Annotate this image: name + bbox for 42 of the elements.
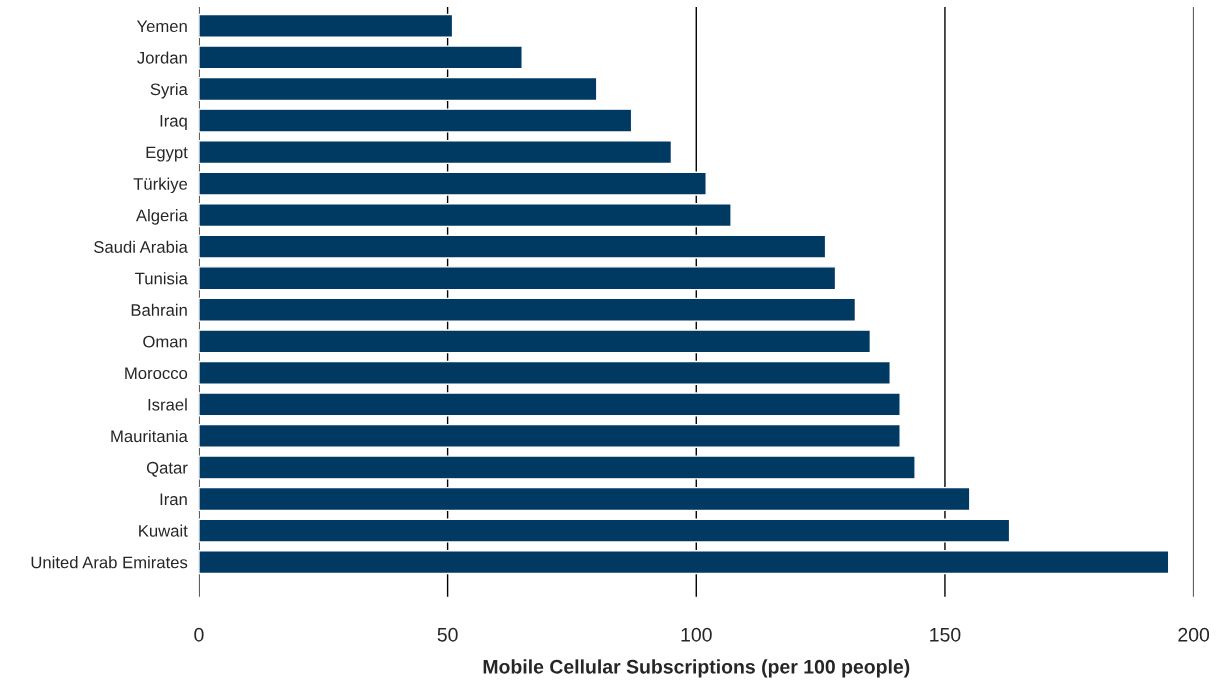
y-tick-label: Tunisia (135, 272, 188, 285)
y-tick-label: Kuwait (139, 524, 188, 537)
y-tick-label: Jordan (137, 51, 187, 64)
x-axis-title: Mobile Cellular Subscriptions (per 100 people) (483, 659, 910, 678)
x-tick-label: 200 (1178, 627, 1210, 642)
y-tick-label: Egypt (146, 146, 188, 162)
bar (198, 76, 598, 102)
y-tick-label: United Arab Emirates (31, 556, 188, 569)
y-tick-label: Morocco (125, 367, 188, 380)
x-tick-label: 0 (194, 627, 204, 642)
x-tick-label: 100 (681, 627, 712, 642)
y-tick-label: Bahrain (131, 303, 187, 316)
y-tick-label: Syria (150, 82, 188, 99)
y-tick-label: Iran (160, 493, 187, 506)
bar (198, 45, 523, 70)
bar (198, 360, 891, 385)
y-tick-label: Iraq (160, 115, 187, 131)
bar (198, 486, 971, 512)
bar (198, 550, 1170, 575)
bar (198, 13, 454, 38)
x-tick-label: 50 (437, 627, 458, 642)
y-tick-label: Qatar (146, 461, 188, 477)
y-tick-label: Saudi Arabia (94, 240, 188, 253)
bar (198, 392, 901, 417)
bar (198, 297, 857, 322)
bar (198, 140, 673, 165)
x-tick-label: 150 (930, 627, 961, 642)
y-tick-label: Israel (148, 398, 187, 411)
bar (198, 108, 633, 133)
y-tick-label: Mauritania (111, 429, 188, 443)
bar (198, 518, 1011, 543)
y-tick-label: Türkiye (133, 177, 188, 194)
bar (198, 266, 837, 291)
bar (198, 171, 707, 196)
bar (198, 423, 901, 448)
bar (198, 455, 916, 480)
bar (198, 203, 732, 228)
bar (198, 329, 872, 354)
bar (198, 234, 827, 259)
y-tick-label: Algeria (135, 209, 188, 225)
y-tick-label: Yemen (136, 20, 187, 33)
y-tick-label: Oman (143, 335, 187, 348)
